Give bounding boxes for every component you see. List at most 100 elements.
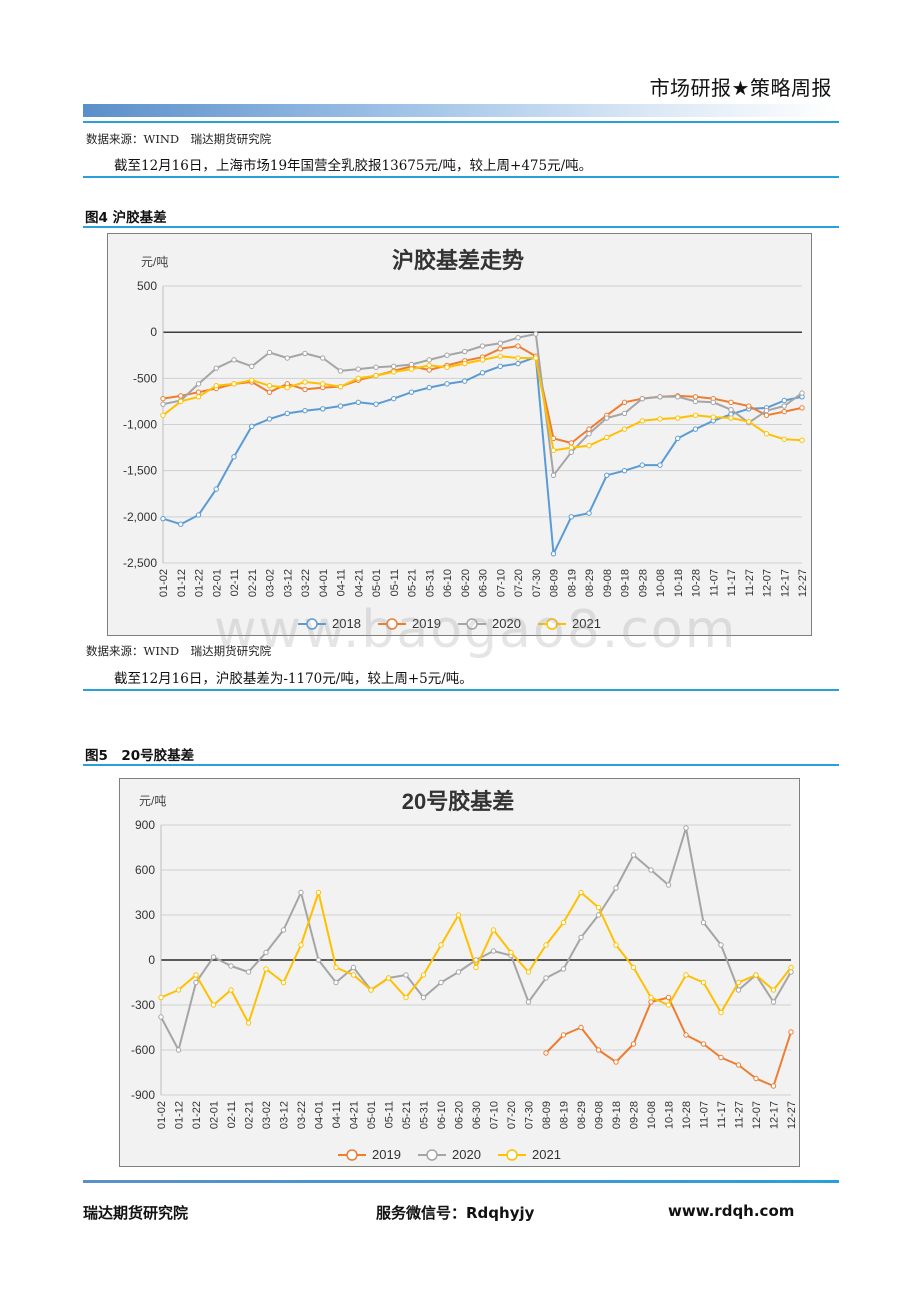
footer-website-link[interactable]: www.rdqh.com [668,1202,795,1220]
data-point-2020 [735,987,742,993]
data-point-2020 [770,999,777,1005]
x-tick-label: 12-27 [797,569,809,597]
data-point-2020 [525,999,532,1005]
data-point-2018 [408,389,415,395]
data-point-2020 [710,399,716,406]
legend-marker-2019 [346,1149,358,1161]
data-point-2020 [550,472,557,478]
data-point-2018 [302,407,308,414]
data-point-2019 [728,399,734,406]
series-line-2019 [545,996,792,1087]
data-point-2021 [438,942,444,948]
data-point-2020 [799,390,805,396]
legend-marker-2020 [426,1149,438,1161]
data-point-2020 [444,352,450,358]
x-tick-label: 06-10 [442,569,454,597]
x-tick-label: 02-11 [229,569,241,596]
x-tick-label: 07-30 [531,569,543,597]
x-tick-label: 12-17 [779,569,791,597]
data-point-2021 [639,418,645,424]
x-tick-label: 03-22 [296,1101,308,1129]
x-tick-label: 01-12 [174,1101,186,1129]
y-tick-label: -1,500 [123,464,157,478]
data-point-2020 [249,363,255,370]
data-point-2020 [210,954,217,960]
y-tick-label: 600 [135,863,155,877]
data-point-2021 [160,412,166,418]
data-point-2021 [543,942,549,948]
x-tick-label: 11-17 [716,1101,728,1128]
x-tick-label: 04-21 [349,1101,361,1129]
y-tick-label: -600 [131,1043,155,1057]
y-tick-label: 500 [137,279,157,293]
x-tick-label: 01-02 [156,1101,168,1129]
data-point-2019 [763,412,770,418]
data-point-2021 [228,987,234,993]
data-point-2021 [455,912,462,918]
data-point-2021 [213,383,219,389]
data-point-2020 [438,979,444,986]
x-tick-label: 07-10 [489,1101,501,1129]
y-tick-label: -2,500 [123,556,157,570]
data-point-2018 [604,472,610,478]
data-point-2021 [373,372,379,379]
data-point-2020 [630,852,637,858]
figure5-caption: 图5 20号胶基差 [85,748,195,764]
legend-marker-2021 [506,1149,518,1161]
y-tick-label: -1,000 [123,418,157,432]
data-point-2021 [630,964,637,971]
data-point-2020 [231,357,237,363]
data-point-2018 [639,462,645,468]
header-rule [83,121,839,123]
data-point-2020 [284,355,290,361]
data-point-2020 [333,979,339,986]
data-point-2020 [728,407,734,413]
data-point-2021 [210,1002,217,1008]
data-point-2018 [391,395,397,402]
data-point-2021 [175,987,182,993]
data-point-2019 [799,405,805,411]
x-tick-label: 01-12 [176,569,188,597]
x-tick-label: 08-29 [576,1101,588,1129]
x-tick-label: 11-17 [726,569,738,596]
data-point-2019 [700,1041,707,1047]
data-point-2021 [426,362,432,369]
data-point-2021 [473,964,479,971]
x-tick-label: 09-28 [637,569,649,597]
x-tick-label: 01-02 [158,569,170,597]
data-point-2021 [158,994,164,1001]
data-point-2018 [249,423,255,430]
data-point-2020 [595,912,602,918]
data-point-2021 [735,979,742,986]
x-tick-label: 01-22 [191,1101,203,1129]
data-point-2020 [613,885,619,891]
data-point-2021 [337,383,344,390]
data-point-2018 [160,515,166,522]
data-point-2021 [490,927,497,933]
y-tick-label: 300 [135,908,155,922]
x-tick-label: 05-01 [371,569,383,597]
data-point-2021 [284,384,290,391]
data-point-2020 [568,449,574,455]
y-tick-label: -2,000 [123,510,157,524]
data-point-2020 [665,882,672,888]
legend-marker-2019 [386,618,398,630]
chart-title: 20号胶基差 [402,789,514,814]
series-line-2020 [160,827,792,1051]
x-tick-label: 08-09 [541,1101,553,1129]
data-point-2021 [245,1020,252,1026]
data-point-2018 [284,410,290,417]
data-point-2018 [426,384,432,391]
x-tick-label: 02-21 [247,569,259,597]
data-point-2021 [560,919,567,926]
data-point-2019 [497,346,503,352]
data-point-2019 [426,367,432,373]
data-point-2018 [550,551,557,557]
legend-label-2021: 2021 [532,1147,561,1162]
data-point-2021 [298,942,304,948]
data-point-2021 [710,414,716,420]
legend-label-2018: 2018 [332,616,361,631]
x-tick-label: 06-30 [478,569,490,597]
data-point-2020 [391,363,397,370]
data-point-2021 [613,942,619,948]
